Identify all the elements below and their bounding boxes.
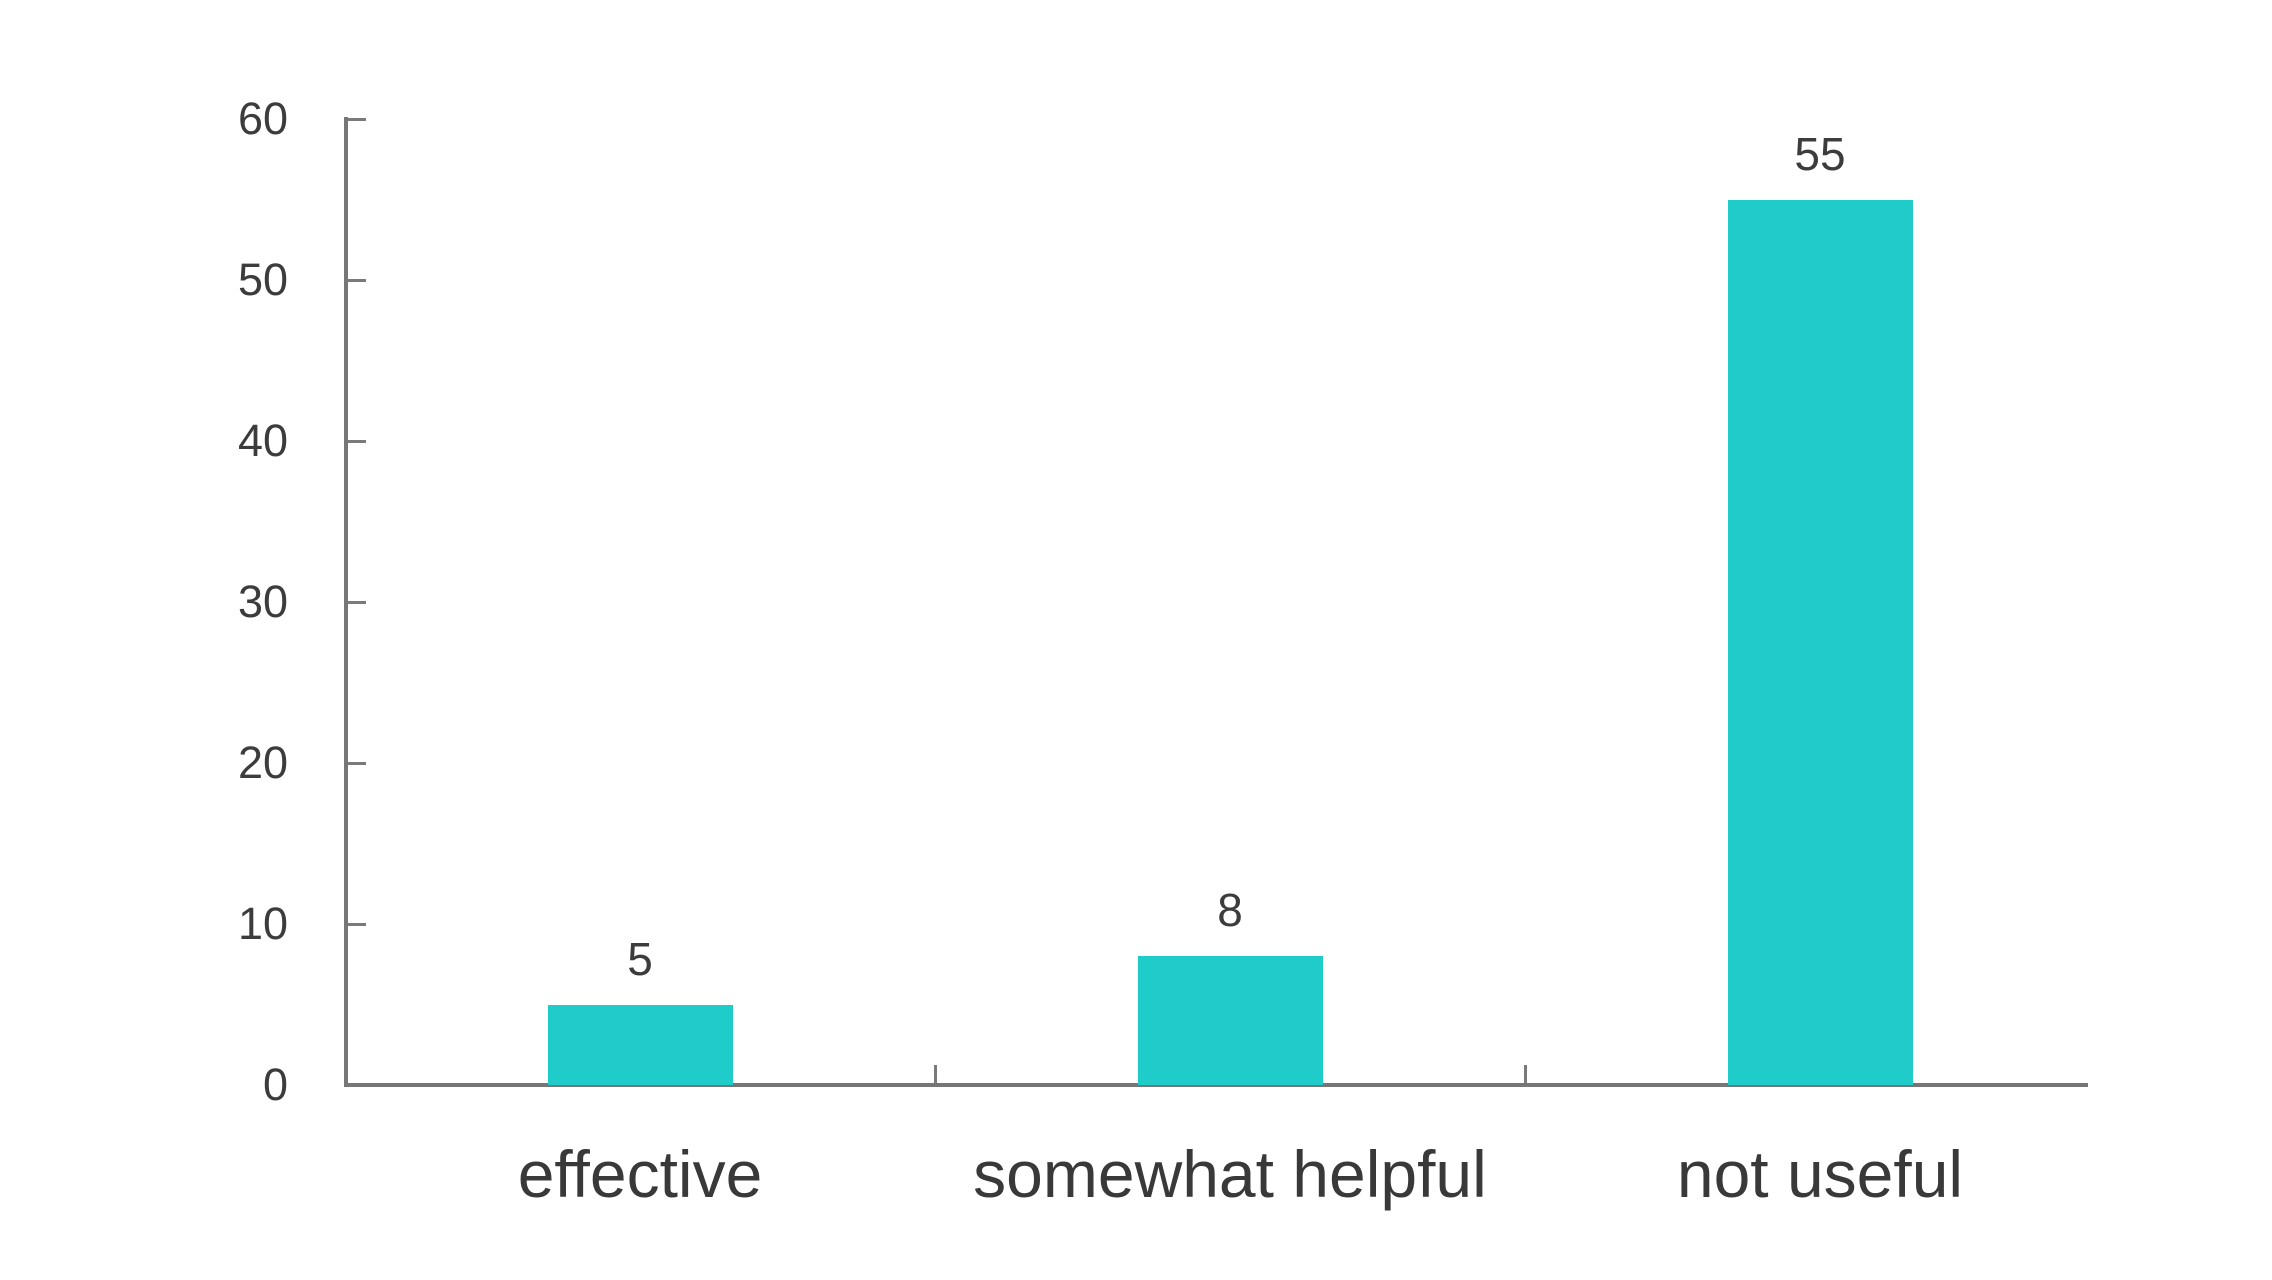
y-tick — [348, 922, 366, 926]
bar-effective — [547, 1004, 733, 1085]
bar-value-label: 5 — [627, 932, 653, 985]
y-tick — [348, 439, 366, 443]
category-label: somewhat helpful — [973, 1137, 1487, 1211]
y-tick-label: 60 — [237, 93, 288, 144]
y-tick — [348, 600, 366, 604]
y-tick — [348, 117, 366, 121]
y-tick-label: 50 — [237, 254, 288, 305]
bar-value-label: 8 — [1217, 884, 1243, 937]
category-label: not useful — [1676, 1137, 1964, 1211]
x-tick — [1523, 1065, 1527, 1083]
bar-somewhat-helpful — [1137, 956, 1323, 1085]
y-tick — [348, 278, 366, 282]
y-tick-label: 10 — [237, 898, 288, 949]
category-label: effective — [517, 1137, 763, 1211]
y-tick-label: 0 — [262, 1059, 288, 1110]
x-tick — [933, 1065, 937, 1083]
x-axis-line — [344, 1083, 2088, 1087]
bar-not-useful — [1727, 199, 1913, 1085]
y-tick-label: 20 — [237, 737, 288, 788]
y-axis-line — [344, 117, 348, 1087]
bar-value-label: 55 — [1794, 127, 1846, 180]
y-tick-label: 40 — [237, 415, 288, 466]
y-tick-label: 30 — [237, 576, 288, 627]
y-tick — [348, 761, 366, 765]
